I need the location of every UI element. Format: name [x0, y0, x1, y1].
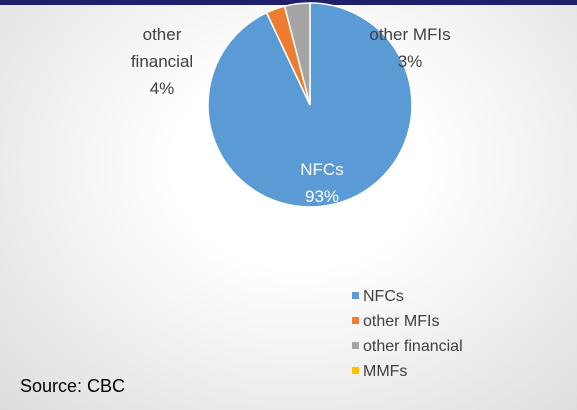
legend-item: NFCs [352, 285, 404, 309]
pie-slice [283, 2, 311, 106]
legend-swatch [352, 342, 359, 350]
slice-label-name: other MFIs [369, 25, 451, 44]
slice-label-name: other financial [130, 25, 194, 71]
legend-label: NFCs [363, 288, 404, 305]
slice-label-value: 93% [304, 187, 340, 206]
legend-swatch [352, 317, 359, 325]
source-note: Source: CBC [20, 376, 126, 396]
legend-label: other MFIs [363, 313, 440, 330]
legend-item: other financial [352, 335, 463, 359]
legend-item: other MFIs [352, 310, 439, 334]
slice-label-value: 3% [397, 52, 423, 71]
legend-label: other financial [363, 338, 463, 355]
legend-swatch [352, 367, 359, 375]
top-bar [0, 0, 577, 5]
legend-item: MMFs [352, 360, 407, 384]
slice-label-name: NFCs [300, 160, 344, 179]
legend-swatch [352, 292, 359, 300]
legend-label: MMFs [363, 363, 408, 380]
slice-label-value: 4% [149, 79, 175, 98]
